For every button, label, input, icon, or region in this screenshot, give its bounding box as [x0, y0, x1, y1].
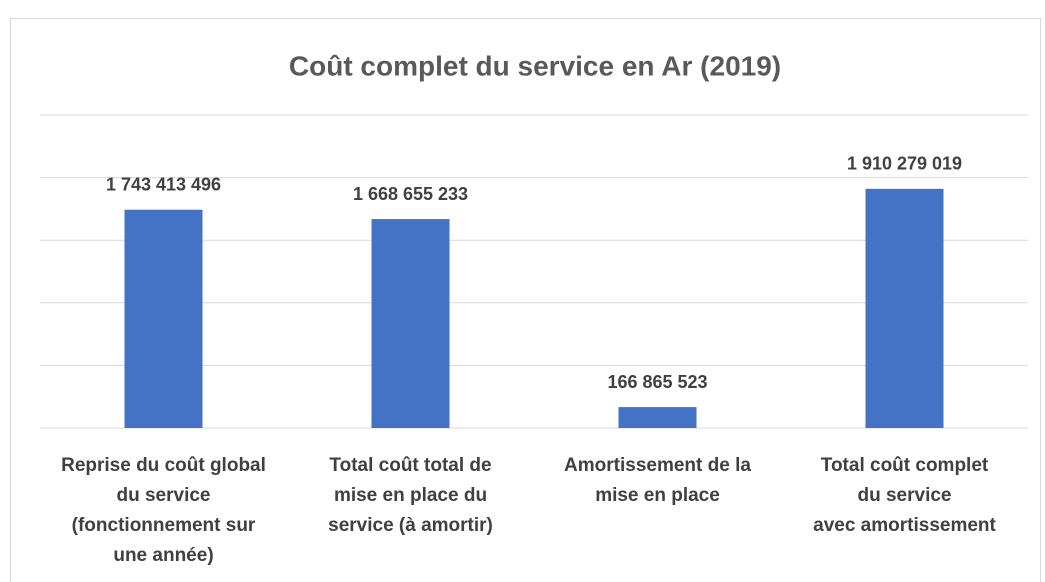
data-label: 166 865 523	[607, 372, 707, 392]
data-label: 1 910 279 019	[847, 154, 962, 174]
chart-title: Coût complet du service en Ar (2019)	[289, 50, 781, 81]
x-tick-label: Reprise du coût global	[61, 455, 266, 476]
data-label: 1 743 413 496	[106, 174, 221, 194]
x-tick-label: Total coût total de	[329, 455, 491, 476]
x-tick-label: service (à amortir)	[328, 515, 493, 536]
x-tick-label: une année)	[113, 545, 213, 566]
x-tick-label: Total coût complet	[821, 455, 989, 476]
x-tick-label: du service	[117, 485, 211, 506]
bar	[865, 188, 944, 428]
bar	[124, 209, 203, 428]
x-tick-label: du service	[858, 485, 952, 506]
x-tick-label: avec amortissement	[813, 515, 996, 536]
data-label: 1 668 655 233	[353, 184, 468, 204]
x-tick-label: (fonctionnement sur	[72, 515, 256, 536]
bar	[371, 219, 450, 428]
x-tick-label: Amortissement de la	[564, 455, 751, 476]
bar	[618, 407, 697, 428]
x-tick-label: mise en place	[595, 485, 720, 506]
x-tick-label: mise en place du	[334, 485, 487, 506]
